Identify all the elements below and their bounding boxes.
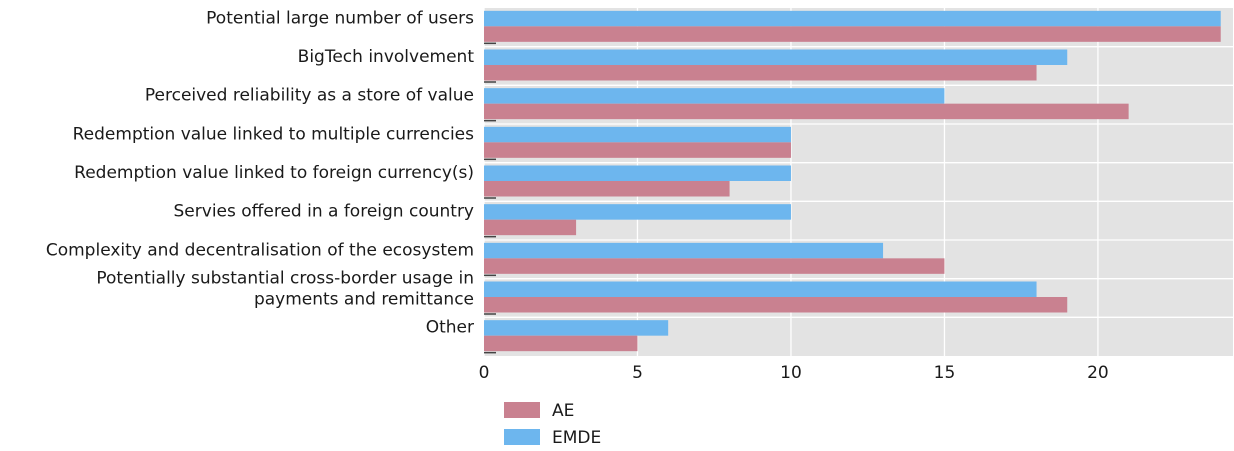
category-label-2: Perceived reliability as a store of valu…: [145, 86, 474, 106]
category-labels: Potential large number of users BigTech i…: [46, 8, 474, 337]
category-label-7: Potentially substantial cross-border usa…: [96, 269, 474, 310]
bar-emde-1: [484, 49, 1068, 65]
legend-swatch-emde: [504, 429, 540, 445]
bar-emde-6: [484, 242, 884, 259]
bar-ae-5: [484, 219, 577, 236]
bar-emde-5: [484, 204, 791, 220]
bar-ae-6: [484, 258, 945, 274]
category-label-5: Servies offered in a foreign country: [174, 202, 474, 222]
category-label-6: Complexity and decentralisation of the e…: [46, 240, 474, 260]
category-label-1: BigTech involvement: [298, 47, 475, 67]
bars: [484, 10, 1221, 354]
bar-ae-0: [484, 26, 1221, 42]
x-tick-label-2: 10: [780, 363, 802, 383]
category-label-0: Potential large number of users: [206, 8, 474, 28]
bar-emde-7: [484, 281, 1037, 297]
bar-ae-3: [484, 142, 791, 158]
bar-ae-7: [484, 297, 1068, 313]
x-tick-label-4: 20: [1087, 363, 1109, 383]
category-label-4: Redemption value linked to foreign curre…: [74, 163, 474, 183]
x-tick-label-0: 0: [479, 363, 490, 383]
legend-label-ae: AE: [552, 401, 574, 421]
legend: AE EMDE: [504, 401, 601, 448]
x-tick-label-1: 5: [632, 363, 643, 383]
category-label-3: Redemption value linked to multiple curr…: [73, 124, 475, 144]
category-label-8: Other: [426, 318, 474, 338]
bar-emde-0: [484, 10, 1221, 27]
bar-ae-4: [484, 181, 730, 197]
bar-emde-2: [484, 88, 945, 104]
bar-emde-3: [484, 126, 791, 143]
bar-ae-1: [484, 65, 1037, 81]
x-axis-ticks: 0 5 10 15 20: [479, 363, 1109, 383]
bar-emde-4: [484, 165, 791, 181]
bar-ae-8: [484, 335, 638, 352]
legend-swatch-ae: [504, 402, 540, 418]
x-tick-label-3: 15: [934, 363, 956, 383]
bar-emde-8: [484, 320, 669, 336]
bar-ae-2: [484, 103, 1129, 120]
legend-label-emde: EMDE: [552, 428, 601, 448]
